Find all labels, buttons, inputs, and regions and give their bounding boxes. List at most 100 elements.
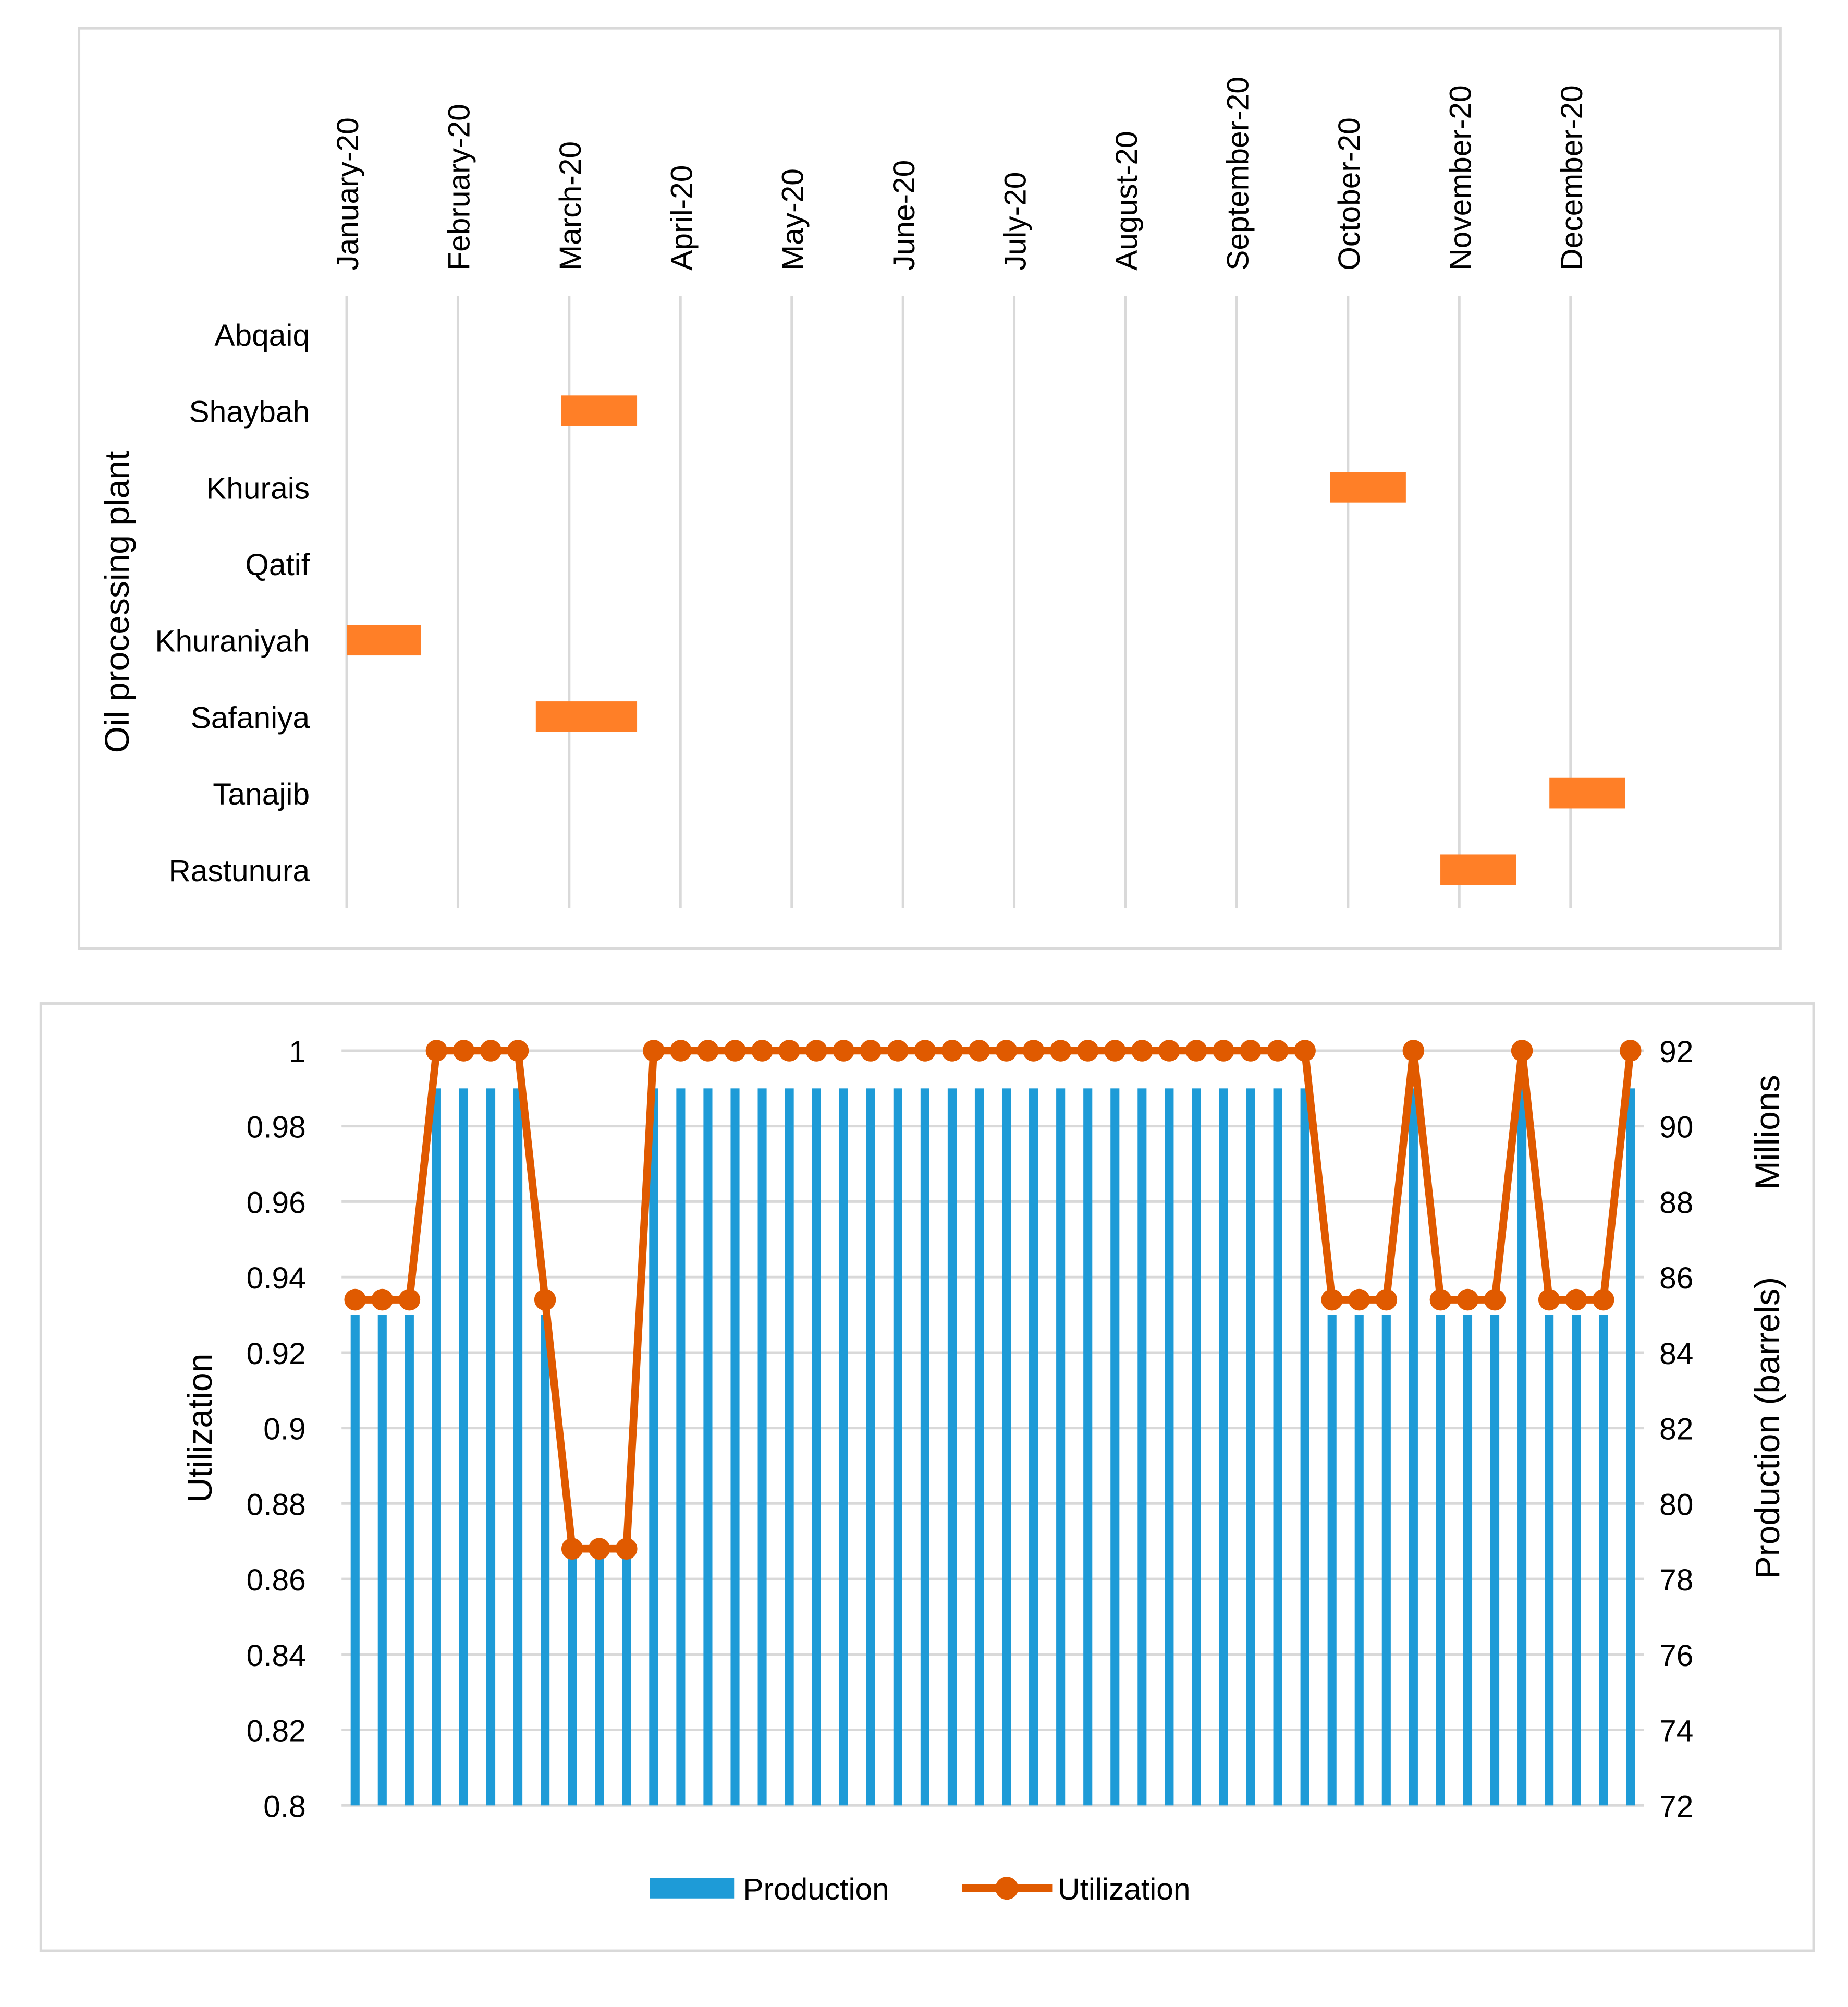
- production-bar: [757, 1088, 767, 1806]
- month-label: August-20: [1110, 131, 1144, 270]
- y-tick-label: 1: [289, 1035, 306, 1069]
- utilization-marker: [968, 1040, 990, 1062]
- production-bar: [432, 1088, 441, 1806]
- outage-bar: [1330, 472, 1406, 503]
- production-bar: [568, 1541, 577, 1806]
- legend-utilization-swatch-marker: [995, 1877, 1019, 1900]
- utilization-marker: [995, 1040, 1018, 1062]
- production-bar: [1083, 1088, 1093, 1806]
- y2-tick-label: 80: [1659, 1488, 1693, 1522]
- utilization-marker: [1267, 1040, 1289, 1062]
- month-label: July-20: [999, 172, 1033, 271]
- production-bar: [459, 1088, 469, 1806]
- month-label: March-20: [554, 141, 588, 271]
- utilization-marker: [561, 1538, 583, 1560]
- production-bar: [785, 1088, 794, 1806]
- production-bar: [1463, 1315, 1473, 1806]
- production-bar: [676, 1088, 686, 1806]
- production-bar: [1029, 1088, 1038, 1806]
- y-tick-label: 0.96: [247, 1186, 306, 1220]
- y-tick-label: 0.98: [247, 1111, 306, 1145]
- production-bar: [513, 1088, 523, 1806]
- utilization-marker: [1429, 1288, 1452, 1311]
- utilization-marker: [344, 1288, 366, 1311]
- legend-production-label: Production: [743, 1872, 889, 1906]
- y2-tick-label: 72: [1659, 1790, 1693, 1823]
- production-bar: [866, 1088, 875, 1806]
- utilization-marker: [1294, 1040, 1316, 1062]
- y2-tick-label: 76: [1659, 1639, 1693, 1673]
- utilization-marker: [1565, 1288, 1587, 1311]
- production-bar: [920, 1088, 929, 1806]
- utilization-marker: [1321, 1288, 1343, 1311]
- y-tick-label: 0.84: [247, 1639, 306, 1673]
- plant-label: Abqaiq: [214, 319, 310, 352]
- y2-axis-title: Production (barrels): [1748, 1277, 1786, 1579]
- utilization-marker: [534, 1288, 556, 1311]
- utilization-marker: [1185, 1040, 1207, 1062]
- utilization-marker: [860, 1040, 882, 1062]
- outage-bar: [1549, 777, 1625, 809]
- utilization-marker: [1402, 1040, 1425, 1062]
- gantt-y-axis-title: Oil processing plant: [97, 451, 136, 753]
- utilization-marker: [1131, 1040, 1153, 1062]
- y-tick-label: 0.9: [263, 1413, 306, 1446]
- production-bar: [1381, 1315, 1391, 1806]
- utilization-marker: [371, 1288, 394, 1311]
- plant-label: Safaniya: [191, 701, 310, 735]
- production-bar: [947, 1088, 957, 1806]
- y2-tick-label: 92: [1659, 1035, 1693, 1069]
- outage-bar: [535, 701, 638, 732]
- gantt-chart: January-20 February-20 March-20 April-20 May…: [78, 27, 1782, 950]
- outage-bar: [346, 625, 421, 656]
- y-tick-label: 0.82: [247, 1714, 306, 1748]
- utilization-marker: [588, 1538, 610, 1560]
- utilization-marker: [480, 1040, 502, 1062]
- month-label: February-20: [442, 104, 476, 271]
- production-bar: [649, 1088, 658, 1806]
- month-label: September-20: [1221, 77, 1255, 271]
- production-bar: [595, 1541, 604, 1806]
- legend: Production Utilization: [650, 1872, 1190, 1906]
- production-bar: [1409, 1088, 1418, 1806]
- plant-label: Qatif: [245, 548, 310, 582]
- plant-label: Khuraniyah: [155, 625, 310, 659]
- utilization-marker: [1076, 1040, 1099, 1062]
- utilization-marker: [452, 1040, 475, 1062]
- production-bar: [974, 1088, 984, 1806]
- utilization-marker: [1484, 1288, 1506, 1311]
- production-bar: [1327, 1315, 1337, 1806]
- plant-label: Khurais: [206, 471, 310, 505]
- y2-tick-label: 84: [1659, 1337, 1693, 1371]
- utilization-marker: [643, 1040, 665, 1062]
- utilization-marker: [1049, 1040, 1072, 1062]
- utilization-marker: [1592, 1288, 1614, 1311]
- production-bar: [541, 1315, 550, 1806]
- month-label: May-20: [776, 168, 810, 271]
- utilization-marker: [1213, 1040, 1234, 1062]
- utilization-marker: [833, 1040, 855, 1062]
- utilization-marker: [697, 1040, 719, 1062]
- utilization-marker: [805, 1040, 827, 1062]
- production-bar: [622, 1541, 631, 1806]
- y2-tick-label: 90: [1659, 1111, 1693, 1145]
- production-bar: [839, 1088, 848, 1806]
- month-label: April-20: [665, 165, 699, 271]
- utilization-marker: [778, 1040, 800, 1062]
- legend-utilization-label: Utilization: [1058, 1872, 1190, 1906]
- gantt-chart-frame: [78, 27, 1782, 950]
- production-bar: [1165, 1088, 1174, 1806]
- y-axis-title: Utilization: [180, 1354, 219, 1503]
- production-bar: [405, 1315, 414, 1806]
- month-label: December-20: [1555, 85, 1589, 270]
- y2-tick-label: 86: [1659, 1261, 1693, 1295]
- utilization-marker: [616, 1538, 638, 1560]
- utilization-marker: [887, 1040, 909, 1062]
- legend-production-swatch: [650, 1878, 735, 1899]
- y2-axis-unit: Millions: [1748, 1075, 1786, 1189]
- y2-tick-label: 78: [1659, 1563, 1693, 1597]
- production-bar: [1137, 1088, 1147, 1806]
- production-bar: [1273, 1088, 1282, 1806]
- production-bar: [1517, 1088, 1527, 1806]
- production-bar: [812, 1088, 821, 1806]
